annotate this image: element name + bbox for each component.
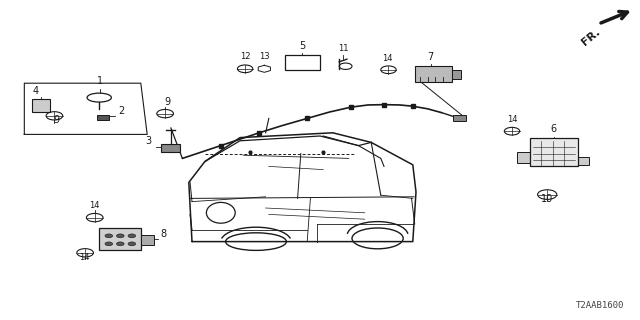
Text: T2AAB1600: T2AAB1600	[575, 301, 624, 310]
Text: 14: 14	[79, 253, 90, 262]
Text: 4: 4	[32, 86, 38, 96]
Text: 2: 2	[118, 106, 124, 116]
Text: 9: 9	[53, 116, 60, 125]
Circle shape	[105, 234, 113, 238]
Text: 1: 1	[97, 76, 104, 86]
Bar	[141, 235, 154, 245]
Text: 14: 14	[383, 54, 393, 63]
Text: 6: 6	[550, 124, 557, 134]
Text: 5: 5	[299, 41, 305, 51]
Bar	[161, 144, 180, 152]
Bar	[415, 66, 452, 82]
Text: 8: 8	[160, 229, 166, 239]
Text: 14: 14	[89, 201, 99, 210]
Text: 9: 9	[164, 97, 170, 107]
Bar	[530, 138, 578, 166]
Circle shape	[116, 234, 124, 238]
Bar	[453, 115, 466, 121]
Text: FR.: FR.	[580, 26, 602, 47]
Bar	[578, 157, 589, 165]
Circle shape	[105, 242, 113, 246]
Text: 13: 13	[259, 52, 269, 61]
Text: 7: 7	[428, 52, 434, 62]
Text: 12: 12	[240, 52, 250, 61]
Bar	[517, 152, 531, 163]
Text: 14: 14	[507, 115, 517, 124]
Circle shape	[128, 234, 136, 238]
Bar	[99, 228, 141, 250]
Circle shape	[128, 242, 136, 246]
Circle shape	[116, 242, 124, 246]
Text: 11: 11	[338, 44, 348, 53]
Bar	[32, 99, 50, 112]
Text: 10: 10	[541, 194, 554, 204]
Bar	[97, 115, 109, 120]
Bar	[285, 55, 320, 70]
Text: 3: 3	[145, 136, 151, 146]
Bar	[452, 70, 461, 79]
